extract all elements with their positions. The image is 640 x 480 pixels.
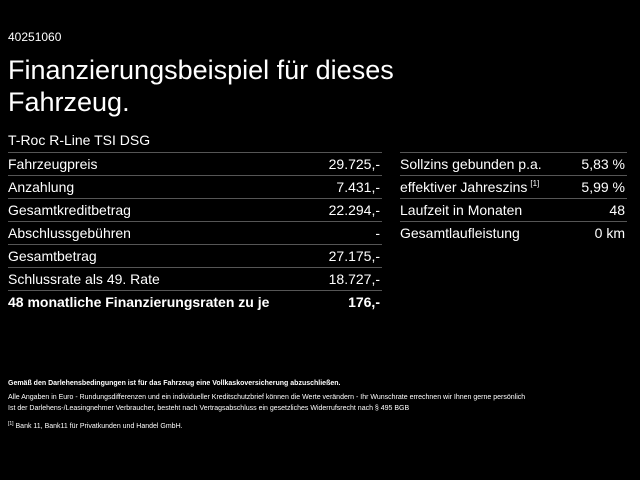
row-label-text: Anzahlung [8,179,75,195]
table-row: Abschlussgebühren - [8,221,382,244]
table-row: Gesamtbetrag 27.175,- [8,244,382,267]
row-label: Gesamtkreditbetrag [8,202,131,218]
row-value: 5,99 % [581,179,625,195]
row-label-text: Schlussrate als 49. Rate [8,271,160,287]
footnote-text: Bank 11, Bank11 für Privatkunden und Han… [15,423,183,430]
row-label: Abschlussgebühren [8,225,131,241]
row-label: effektiver Jahreszins [1] [400,179,539,195]
table-row: Sollzins gebunden p.a. 5,83 % [400,152,627,175]
row-label: Gesamtlaufleistung [400,225,520,241]
row-value: 27.175,- [328,248,380,264]
footnote: [1] Bank 11, Bank11 für Privatkunden und… [8,419,638,432]
row-value: 18.727,- [328,271,380,287]
row-label: Anzahlung [8,179,74,195]
left-table: Fahrzeugpreis 29.725,- Anzahlung 7.431,- Ges… [8,152,382,313]
footnote-mark: [1] [8,421,14,427]
note-line: Alle Angaben in Euro - Rundungsdifferenz… [8,394,526,401]
row-label: Fahrzeugpreis [8,156,98,172]
row-value: 48 [609,202,625,218]
row-label: Gesamtbetrag [8,248,97,264]
row-label-text: Gesamtbetrag [8,248,97,264]
table-row: Laufzeit in Monaten 48 [400,198,627,221]
row-label-text: Sollzins gebunden p.a. [400,156,542,172]
row-label-text: Gesamtkreditbetrag [8,202,131,218]
row-value: 22.294,- [328,202,380,218]
row-label-text: 48 monatliche Finanzierungsraten zu je [8,294,270,310]
row-value: 0 km [594,225,625,241]
vehicle-id: 40251060 [8,30,62,44]
table-row: Fahrzeugpreis 29.725,- [8,152,382,175]
row-value: 29.725,- [328,156,380,172]
table-row: 48 monatliche Finanzierungsraten zu je 17… [8,290,382,313]
row-label-text: effektiver Jahreszins [400,179,528,195]
subtitle: T-Roc R-Line TSI DSG [8,132,151,148]
row-label-text: Abschlussgebühren [8,225,131,241]
footnote-ref: [1] [530,179,540,188]
table-row: Gesamtlaufleistung 0 km [400,221,627,244]
row-value: 5,83 % [581,156,625,172]
row-value: - [375,225,380,241]
note-line: Ist der Darlehens-/Leasingnehmer Verbrau… [8,405,410,412]
row-label: Sollzins gebunden p.a. [400,156,542,172]
row-label: 48 monatliche Finanzierungsraten zu je [8,294,269,310]
row-label-text: Laufzeit in Monaten [400,202,523,218]
row-value: 176,- [348,294,380,310]
row-value: 7.431,- [336,179,380,195]
title: Finanzierungsbeispiel für dieses Fahrzeu… [8,55,394,117]
note-bold: Gemäß den Darlehensbedingungen ist für d… [8,380,341,387]
right-table: Sollzins gebunden p.a. 5,83 % effektiver J… [400,152,627,244]
table-row: Schlussrate als 49. Rate 18.727,- [8,267,382,290]
table-row: effektiver Jahreszins [1] 5,99 % [400,175,627,198]
row-label-text: Fahrzeugpreis [8,156,98,172]
row-label: Laufzeit in Monaten [400,202,522,218]
table-row: Anzahlung 7.431,- [8,175,382,198]
row-label-text: Gesamtlaufleistung [400,225,520,241]
table-row: Gesamtkreditbetrag 22.294,- [8,198,382,221]
row-label: Schlussrate als 49. Rate [8,271,160,287]
